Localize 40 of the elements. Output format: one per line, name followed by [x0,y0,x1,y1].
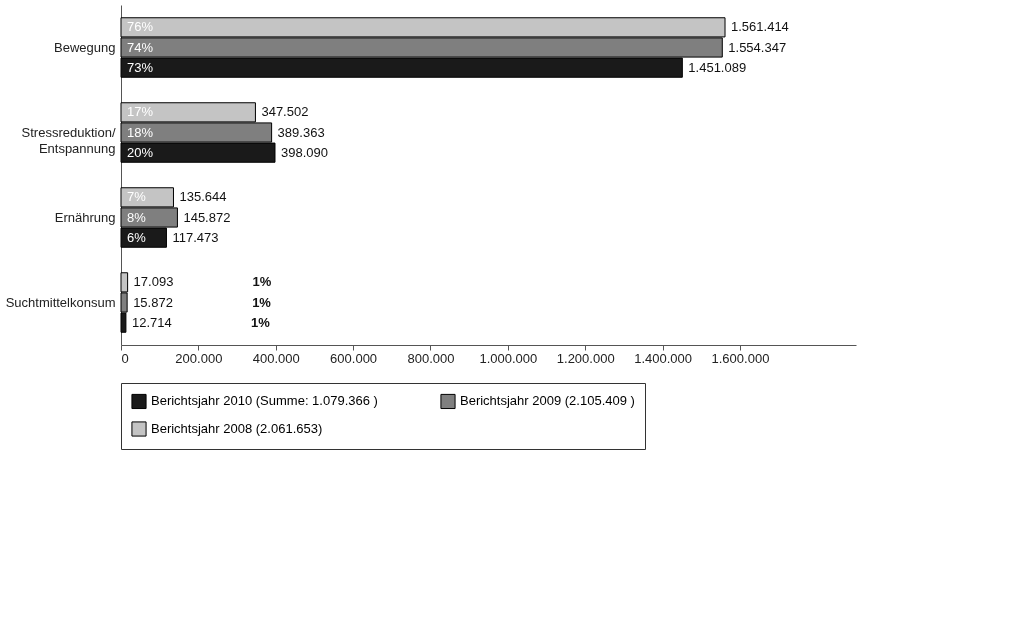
annotation: 6% [127,229,147,245]
y-tick-label: Bewegung [54,39,116,55]
annotation: 20% [127,144,154,160]
data-label: 347.502 [261,104,309,120]
x-tick-label: 1.600.000 [711,350,770,366]
legend-label: Berichtsjahr 2010 (Summe: 1.079.366 ) [151,393,378,409]
x-tick-label: 1.000.000 [479,350,538,366]
annotation: 76% [127,19,154,35]
y-tick-label: Stressreduktion/ Entspannung [21,124,116,156]
annotation: 1% [250,314,271,330]
x-tick-label: 600.000 [330,350,378,366]
x-tick-label: 1.200.000 [556,350,615,366]
annotation: 74% [127,39,154,55]
data-label: 389.363 [277,124,325,140]
data-label: 145.872 [183,209,231,225]
annotation: 1% [252,274,272,290]
y-tick-label: Suchtmittelkonsum [5,294,116,310]
data-label: 135.644 [179,189,227,205]
data-label: 17.093 [133,274,174,290]
annotation: 8% [127,209,147,225]
data-label: 398.090 [281,144,328,160]
annotation: 18% [127,124,154,140]
data-label: 1.561.414 [731,19,789,35]
data-label: 1.451.089 [688,59,747,75]
annotation: 1% [252,294,272,310]
data-label: 1.554.347 [728,39,787,55]
data-label: 15.872 [133,294,173,310]
annotation: 17% [127,104,154,120]
annotation: 7% [127,189,147,205]
data-label: 12.714 [131,314,172,330]
x-tick-label: 0 [121,350,129,366]
annotation: 73% [127,59,154,75]
data-label: 117.473 [172,229,219,245]
y-tick-label: Ernährung [54,209,116,225]
x-tick-label: 1.400.000 [634,350,692,366]
legend-label: Berichtsjahr 2009 (2.105.409 ) [460,393,635,409]
x-tick-label: 400.000 [252,350,300,366]
x-tick-label: 200.000 [175,350,223,366]
legend-label: Berichtsjahr 2008 (2.061.653) [151,421,323,436]
x-tick-label: 800.000 [407,350,455,366]
